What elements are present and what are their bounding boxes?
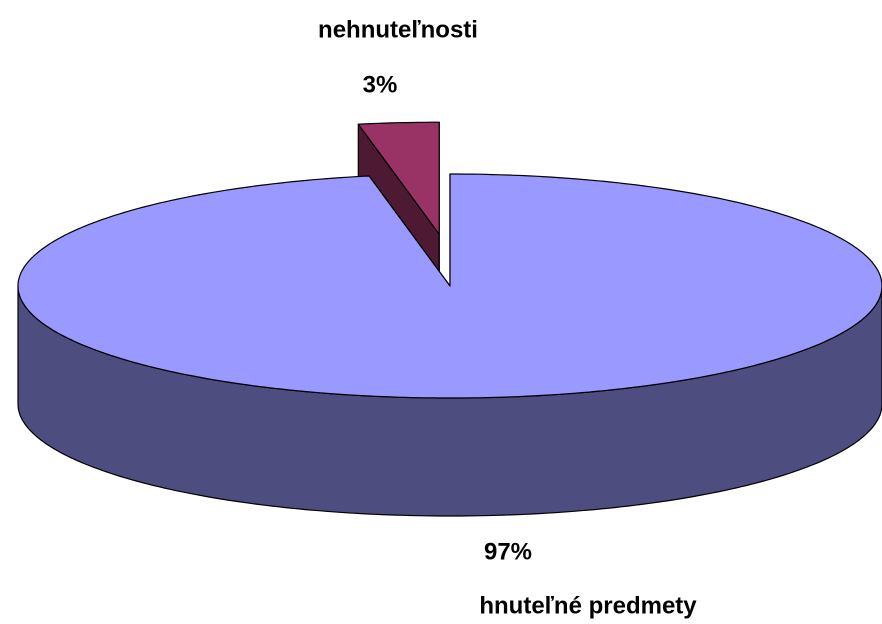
category-label: hnuteľné predmety bbox=[479, 592, 697, 619]
pie bbox=[17, 121, 882, 517]
category-label: nehnuteľnosti bbox=[318, 16, 478, 43]
slice-top bbox=[357, 121, 440, 235]
value-label: 97% bbox=[484, 538, 532, 565]
slice-top bbox=[17, 173, 882, 399]
value-label: 3% bbox=[363, 71, 398, 98]
